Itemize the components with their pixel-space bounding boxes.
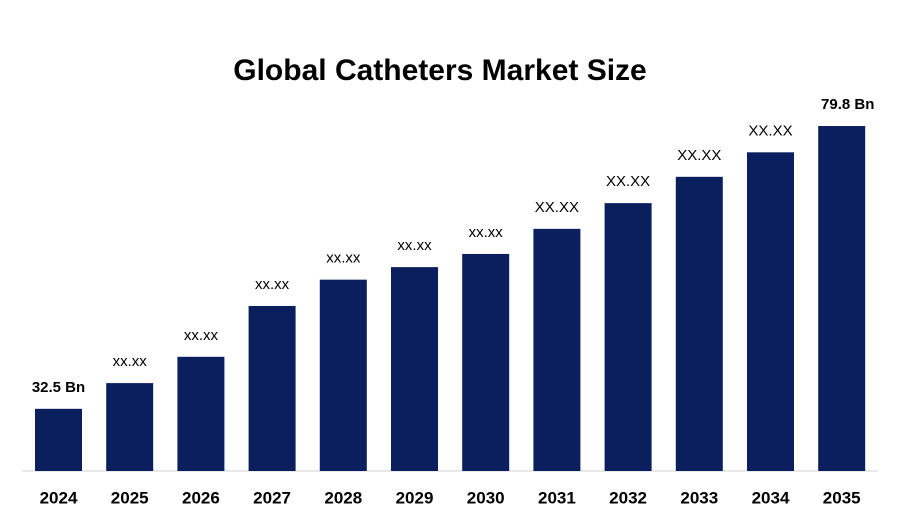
value-label: XX.XX xyxy=(606,173,650,190)
value-label: 79.8 Bn xyxy=(821,96,874,113)
x-tick-label: 2028 xyxy=(324,488,362,507)
x-tick-label: 2033 xyxy=(680,488,718,507)
value-label: xx.xx xyxy=(469,224,504,241)
x-tick-label: 2035 xyxy=(823,488,861,507)
bar xyxy=(106,383,154,471)
bar xyxy=(35,408,82,471)
value-label: xx.xx xyxy=(326,250,361,267)
bar xyxy=(747,152,794,472)
value-label: XX.XX xyxy=(535,199,579,216)
bar xyxy=(391,267,438,471)
bar xyxy=(462,253,510,471)
bar xyxy=(818,126,866,471)
bar xyxy=(533,228,581,471)
x-tick-label: 2025 xyxy=(111,488,149,507)
x-tick-label: 2031 xyxy=(538,488,576,507)
value-label: XX.XX xyxy=(677,147,721,164)
value-label: xx.xx xyxy=(255,276,290,293)
x-tick-label: 2027 xyxy=(253,488,291,507)
value-label: XX.XX xyxy=(748,122,792,139)
x-tick-label: 2026 xyxy=(182,488,220,507)
x-tick-label: 2032 xyxy=(609,488,647,507)
x-tick-label: 2034 xyxy=(752,488,790,507)
x-tick-label: 2030 xyxy=(467,488,505,507)
value-label: xx.xx xyxy=(397,237,432,254)
bar xyxy=(319,279,367,471)
bar xyxy=(675,176,723,471)
value-label: xx.xx xyxy=(113,353,148,370)
bar xyxy=(248,305,296,471)
value-label: 32.5 Bn xyxy=(32,379,85,396)
bar xyxy=(177,356,225,471)
x-tick-label: 2029 xyxy=(396,488,434,507)
chart-title: Global Catheters Market Size xyxy=(233,54,646,87)
bar xyxy=(604,203,652,471)
x-tick-label: 2024 xyxy=(40,488,78,507)
value-label: xx.xx xyxy=(184,327,219,344)
